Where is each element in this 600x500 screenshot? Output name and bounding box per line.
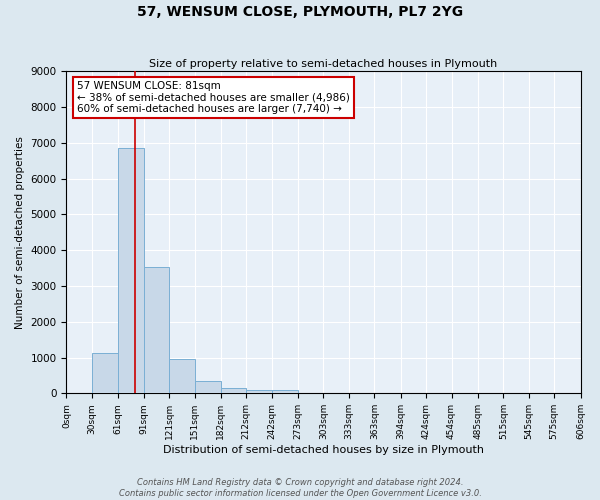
Y-axis label: Number of semi-detached properties: Number of semi-detached properties bbox=[15, 136, 25, 328]
Bar bbox=[118, 148, 143, 394]
Bar bbox=[272, 390, 298, 394]
Bar bbox=[194, 381, 221, 394]
Bar bbox=[92, 353, 118, 394]
X-axis label: Distribution of semi-detached houses by size in Plymouth: Distribution of semi-detached houses by … bbox=[163, 445, 484, 455]
Bar bbox=[169, 358, 194, 394]
Text: Contains HM Land Registry data © Crown copyright and database right 2024.
Contai: Contains HM Land Registry data © Crown c… bbox=[119, 478, 481, 498]
Title: Size of property relative to semi-detached houses in Plymouth: Size of property relative to semi-detach… bbox=[149, 59, 497, 69]
Text: 57, WENSUM CLOSE, PLYMOUTH, PL7 2YG: 57, WENSUM CLOSE, PLYMOUTH, PL7 2YG bbox=[137, 5, 463, 19]
Bar bbox=[246, 390, 272, 394]
Bar bbox=[143, 266, 169, 394]
Text: 57 WENSUM CLOSE: 81sqm
← 38% of semi-detached houses are smaller (4,986)
60% of : 57 WENSUM CLOSE: 81sqm ← 38% of semi-det… bbox=[77, 81, 350, 114]
Bar bbox=[221, 388, 246, 394]
